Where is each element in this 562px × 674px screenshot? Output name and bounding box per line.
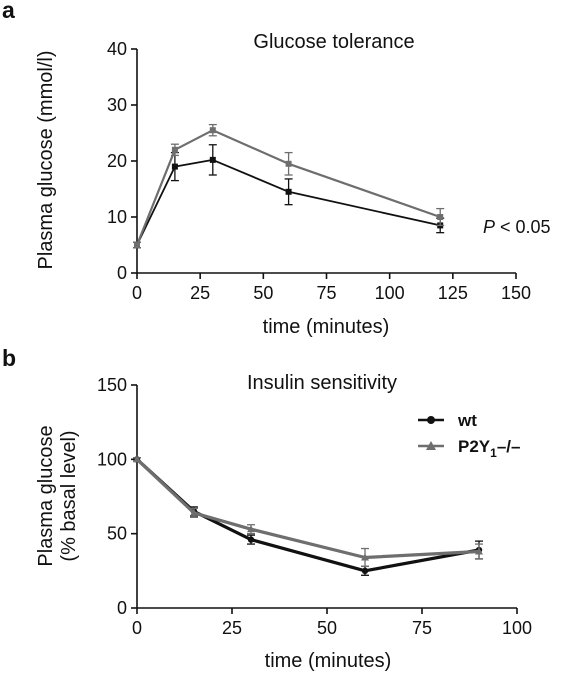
- panel-letter-b: b: [2, 345, 16, 371]
- y-tick-label: 10: [107, 207, 127, 227]
- x-tick-label: 150: [501, 283, 531, 303]
- y-tick-label: 0: [117, 263, 127, 283]
- axes: 0 10 20 30 40 0 25 50 75 100 125 150: [107, 39, 531, 303]
- series-line: [135, 458, 480, 560]
- data-point: [247, 525, 255, 533]
- y-tick-label: 0: [117, 598, 127, 618]
- y-axis-label: Plasma glucose (mmol/l): [35, 51, 57, 270]
- legend-label-p2y1-suffix: –/–: [497, 437, 521, 456]
- series-p2y1: [133, 123, 445, 249]
- legend-label-wt: wt: [457, 411, 477, 430]
- y-tick-label: 30: [107, 95, 127, 115]
- data-point: [171, 163, 178, 170]
- data-point: [437, 214, 444, 220]
- x-axis-label: time (minutes): [263, 316, 390, 338]
- p-threshold: < 0.05: [500, 217, 551, 237]
- y-tick-label: 100: [97, 449, 127, 469]
- data-point: [475, 547, 483, 555]
- series-group: [133, 455, 483, 576]
- series-wt: [133, 456, 483, 576]
- series-group: [133, 123, 445, 249]
- data-point: [361, 553, 369, 561]
- chart-title: Insulin sensitivity: [247, 372, 397, 394]
- y-axis-label-line-2: (% basal level): [58, 430, 80, 561]
- legend-marker-wt: [427, 416, 435, 424]
- y-tick-label: 20: [107, 151, 127, 171]
- x-tick-label: 25: [190, 283, 210, 303]
- legend-label-p2y1-subscript: 1: [490, 446, 497, 460]
- insulin-sensitivity-chart: Insulin sensitivity Plasma glucose (% ba…: [35, 372, 532, 672]
- data-point: [171, 146, 178, 153]
- data-point: [209, 127, 216, 134]
- data-point: [134, 242, 140, 248]
- legend-label-p2y1-base: P2Y: [458, 437, 491, 456]
- data-point: [285, 188, 292, 195]
- legend-marker-p2y1: [426, 441, 436, 450]
- p-symbol: P: [483, 217, 495, 237]
- y-axis-label-line-1: Plasma glucose: [35, 425, 57, 566]
- y-tick-label: 150: [97, 375, 127, 395]
- x-tick-label: 25: [222, 618, 242, 638]
- x-tick-label: 125: [438, 283, 468, 303]
- data-point: [209, 156, 216, 163]
- x-tick-label: 0: [132, 618, 142, 638]
- legend: wt P2Y1–/–: [418, 411, 520, 460]
- series-p2y1: [133, 455, 483, 568]
- x-tick-label: 100: [502, 618, 532, 638]
- x-tick-label: 50: [253, 283, 273, 303]
- data-point: [133, 455, 141, 463]
- x-tick-label: 50: [317, 618, 337, 638]
- chart-title: Glucose tolerance: [253, 31, 414, 53]
- x-tick-label: 100: [375, 283, 405, 303]
- glucose-tolerance-chart: Glucose tolerance Plasma glucose (mmol/l…: [35, 31, 551, 338]
- x-tick-label: 75: [412, 618, 432, 638]
- x-axis-label: time (minutes): [265, 650, 392, 672]
- data-point: [247, 536, 255, 543]
- y-tick-label: 40: [107, 39, 127, 59]
- legend-label-p2y1: P2Y1–/–: [458, 437, 520, 460]
- p-value-annotation: P < 0.05: [483, 217, 551, 237]
- x-tick-label: 0: [132, 283, 142, 303]
- axes: 0 50 100 150 0 25 50 75 100: [97, 375, 532, 638]
- x-tick-label: 75: [316, 283, 336, 303]
- data-point: [190, 508, 198, 516]
- data-point: [285, 160, 292, 167]
- y-tick-label: 50: [107, 524, 127, 544]
- data-point: [361, 567, 369, 575]
- panel-letter-a: a: [2, 0, 15, 23]
